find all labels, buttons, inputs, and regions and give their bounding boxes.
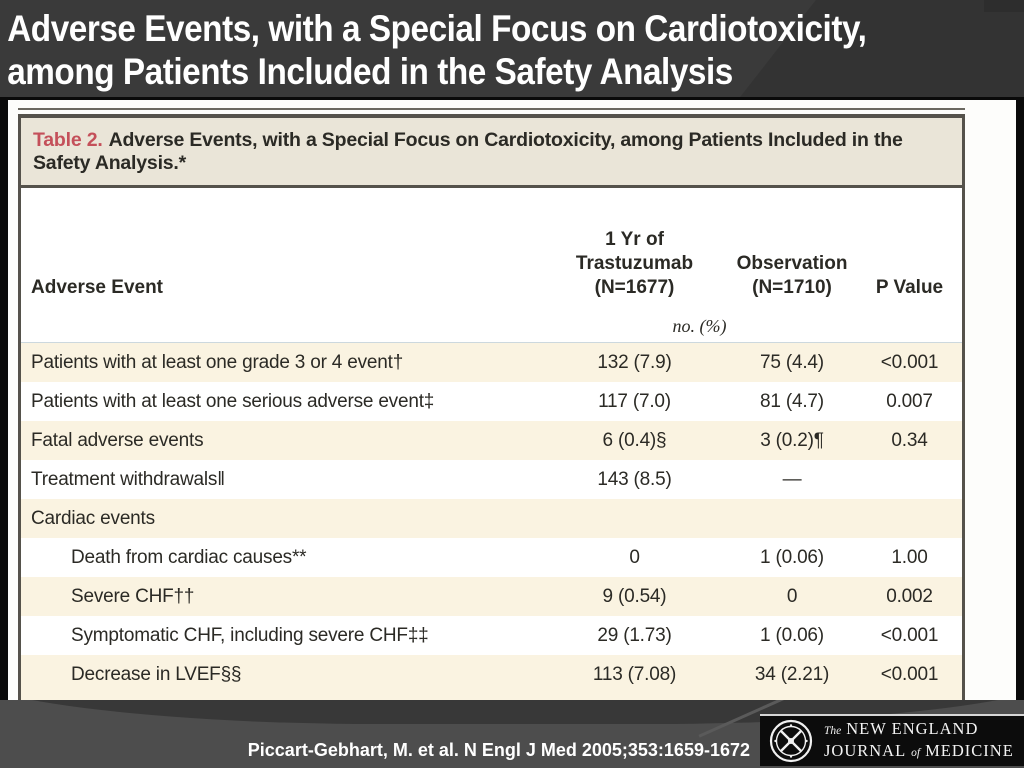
table-number-label: Table 2. [33, 129, 103, 151]
table-row: Treatment withdrawals‖ 143 (8.5) — [31, 468, 802, 490]
nejm-logo-text: The NEW ENGLAND JOURNAL of MEDICINE [824, 719, 1014, 763]
table-row: Death from cardiac causes** 0 1 (0.06) 1… [71, 546, 928, 568]
column-header-p-value: P Value [875, 277, 944, 298]
table-box: Table 2. Adverse Events, with a Special F… [18, 114, 965, 712]
table-caption-text: Adverse Events, with a Special Focus on … [33, 129, 903, 174]
slide-title-line2: among Patients Included in the Safety An… [7, 51, 733, 92]
column-header-trastuzumab: 1 Yr of Trastuzumab (N=1677) [575, 229, 694, 298]
nejm-table: Table 2. Adverse Events, with a Special F… [18, 108, 965, 712]
table-row: Decrease in LVEF§§ 113 (7.08) 34 (2.21) … [21, 655, 962, 694]
slide-header: Adverse Events, with a Special Focus on … [0, 0, 1024, 97]
table-row: Patients with at least one serious adver… [31, 390, 933, 412]
unit-note: no. (%) [672, 315, 727, 336]
table-row: Symptomatic CHF, including severe CHF‡‡ … [71, 624, 939, 646]
table-caption: Table 2. Adverse Events, with a Special F… [21, 118, 962, 188]
logo-the: The [824, 725, 842, 737]
header-corner-accent [984, 0, 1024, 12]
table-row: Fatal adverse events 6 (0.4)§ 3 (0.2)¶ 0… [21, 421, 962, 460]
table-unit-row: no. (%) [21, 310, 962, 343]
column-header-adverse-event: Adverse Event [31, 277, 164, 298]
slide-title: Adverse Events, with a Special Focus on … [0, 0, 922, 93]
column-header-observation: Observation (N=1710) [736, 253, 848, 298]
table-panel: Table 2. Adverse Events, with a Special F… [8, 100, 1016, 712]
slide-title-line1: Adverse Events, with a Special Focus on … [7, 8, 867, 49]
table-row-group-header: Cardiac events [21, 499, 962, 538]
table-row: Patients with at least one grade 3 or 4 … [21, 343, 962, 382]
table-header-row: Adverse Event 1 Yr of Trastuzumab (N=167… [21, 188, 962, 310]
nejm-logo: The NEW ENGLAND JOURNAL of MEDICINE [760, 714, 1024, 766]
logo-medicine: MEDICINE [925, 741, 1014, 760]
logo-journal: JOURNAL [824, 741, 907, 760]
nejm-seal-icon [769, 719, 813, 763]
table-row: Severe CHF†† 9 (0.54) 0 0.002 [21, 577, 962, 616]
table-top-rule [18, 108, 965, 110]
logo-new-england: NEW ENGLAND [846, 719, 979, 738]
citation-text: Piccart-Gebhart, M. et al. N Engl J Med … [247, 740, 750, 760]
logo-of: of [911, 747, 921, 759]
